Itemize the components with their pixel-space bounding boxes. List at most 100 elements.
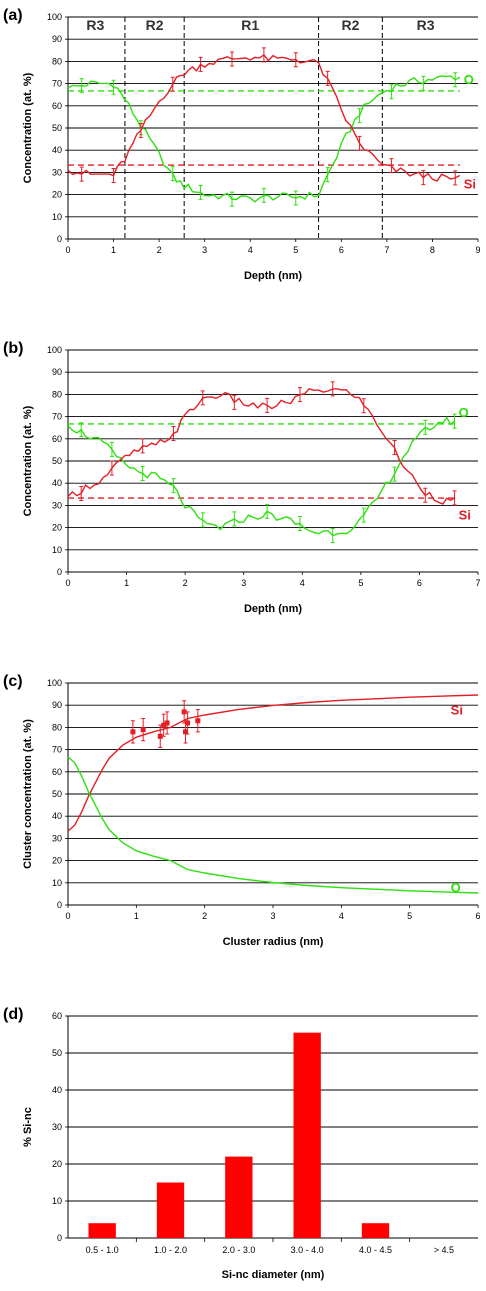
x-tick-label: 1	[124, 578, 129, 588]
series-line-si	[67, 53, 461, 182]
error-bar-o	[389, 84, 394, 100]
series-line-o	[67, 416, 456, 537]
region-label: R1	[241, 17, 259, 33]
error-bar-si	[138, 123, 143, 139]
error-bar-o	[421, 75, 426, 91]
series-label-si: Si	[451, 703, 463, 718]
panel-label: (c)	[3, 673, 23, 690]
y-tick-label: 80	[52, 56, 62, 66]
error-bar-si	[171, 425, 176, 441]
error-bar-o	[109, 441, 114, 457]
y-tick-label: 50	[52, 123, 62, 133]
error-bar-si	[325, 70, 330, 86]
y-tick-label: 90	[52, 700, 62, 710]
error-bar-o	[293, 190, 298, 206]
data-point	[185, 720, 191, 726]
x-tick-label: 7	[475, 578, 480, 588]
error-bar-o	[230, 191, 234, 207]
series-line-si	[67, 388, 455, 505]
y-tick-label: 0	[57, 234, 62, 244]
x-tick-label: 4	[248, 245, 253, 255]
error-bar-si	[111, 168, 116, 184]
y-tick-label: 20	[52, 523, 62, 533]
panel-label: (b)	[3, 340, 23, 357]
y-tick-label: 90	[52, 34, 62, 44]
y-tick-label: 40	[52, 811, 62, 821]
y-tick-label: 100	[47, 678, 62, 688]
data-point	[161, 722, 167, 728]
y-tick-label: 40	[52, 478, 62, 488]
bar	[293, 1032, 321, 1238]
y-tick-label: 100	[47, 345, 62, 355]
error-bar-o	[198, 184, 203, 200]
error-bar-si	[293, 52, 298, 68]
bar	[225, 1156, 253, 1238]
y-axis-label: Concentration (at. %)	[22, 405, 34, 516]
error-bar-o	[79, 422, 84, 438]
x-tick-label: 3	[202, 245, 207, 255]
y-tick-label: 40	[52, 1085, 62, 1095]
x-tick-label: 5	[407, 911, 412, 921]
y-tick-label: 30	[52, 167, 62, 177]
y-tick-label: 60	[52, 434, 62, 444]
y-tick-label: 0	[57, 900, 62, 910]
x-tick-label: 0	[65, 911, 70, 921]
error-bar-si	[297, 387, 302, 403]
y-tick-label: 10	[52, 878, 62, 888]
series-line-o	[67, 75, 461, 203]
bar	[156, 1182, 185, 1238]
error-bar-si	[389, 158, 394, 174]
bar	[361, 1223, 390, 1238]
region-label: R3	[86, 17, 104, 33]
x-tick-label: 2.0 - 3.0	[222, 1245, 255, 1255]
y-tick-label: 10	[52, 212, 62, 222]
error-bar-o	[453, 72, 458, 88]
y-tick-label: 0	[57, 1233, 62, 1243]
y-tick-label: 50	[52, 456, 62, 466]
x-tick-label: 6	[475, 911, 480, 921]
panel-label: (d)	[3, 1006, 23, 1023]
y-tick-label: 30	[52, 1122, 62, 1132]
error-bar-o	[200, 512, 205, 528]
y-tick-label: 40	[52, 145, 62, 155]
error-bar-si	[421, 170, 426, 186]
chart-d: 0 10 20 30 40 50 60 % Si-nc (d) Si-nc diameter (n…	[3, 1006, 478, 1281]
panel-label: (a)	[3, 7, 23, 24]
error-bar-o	[261, 187, 266, 203]
y-axis-label: Concentration (at. %)	[22, 72, 34, 183]
error-bar-o	[325, 167, 330, 183]
error-bar-o	[330, 528, 335, 544]
series-line-si	[67, 694, 479, 832]
x-tick-label: 4	[339, 911, 344, 921]
error-bar-o	[357, 108, 362, 124]
x-tick-label: 0	[65, 578, 70, 588]
x-tick-label: 2	[183, 578, 188, 588]
error-bar-si	[200, 390, 205, 406]
error-bar-si	[423, 487, 428, 503]
series-label-si: Si	[464, 177, 476, 192]
x-axis-label: Depth (nm)	[244, 603, 302, 615]
region-label: R2	[341, 17, 359, 33]
y-tick-label: 60	[52, 1011, 62, 1021]
series-label-si: Si	[459, 507, 471, 522]
error-bar-si	[453, 170, 458, 186]
x-tick-label: 3.0 - 4.0	[291, 1245, 324, 1255]
y-tick-label: 20	[52, 856, 62, 866]
x-tick-label: 0.5 - 1.0	[86, 1245, 119, 1255]
error-bar-si	[361, 398, 366, 414]
y-tick-label: 60	[52, 101, 62, 111]
y-axis-label: Cluster concentration (at. %)	[22, 719, 34, 869]
x-tick-label: 3	[270, 911, 275, 921]
y-tick-label: 20	[52, 190, 62, 200]
y-tick-label: 70	[52, 79, 62, 89]
x-tick-label: 4.0 - 4.5	[359, 1245, 392, 1255]
x-tick-label: 7	[384, 245, 389, 255]
x-tick-label: 2	[202, 911, 207, 921]
x-tick-label: 4	[300, 578, 305, 588]
y-tick-label: 20	[52, 1159, 62, 1169]
x-axis-label: Depth (nm)	[244, 270, 302, 282]
data-point	[157, 733, 163, 739]
